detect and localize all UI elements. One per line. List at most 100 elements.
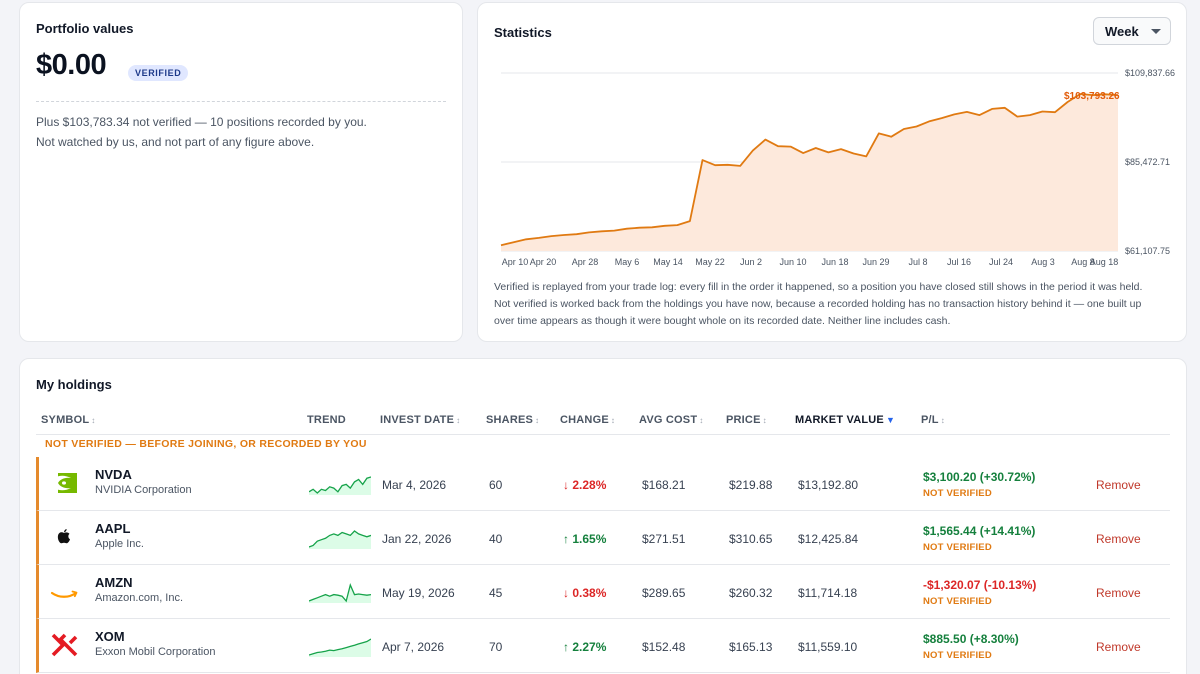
holding-market-value: $13,192.80: [798, 478, 859, 492]
holding-row: XOM Exxon Mobil Corporation Apr 7, 2026 …: [36, 619, 1170, 673]
not-verified-label: NOT VERIFIED: [923, 650, 992, 661]
column-header-avg-cost[interactable]: AVG COST ↕: [639, 414, 704, 426]
trend-sparkline: [309, 638, 371, 657]
y-tick-label: $109,837.66: [1125, 68, 1175, 78]
sort-icon: ↕: [456, 416, 461, 425]
column-header-market-value[interactable]: MARKET VALUE ▼: [795, 414, 896, 426]
series-area: [501, 94, 1118, 251]
holding-invest-date: Mar 4, 2026: [382, 478, 447, 492]
holding-company: Amazon.com, Inc.: [95, 592, 184, 604]
holding-market-value: $11,559.10: [798, 640, 858, 654]
column-header-trend: TREND: [307, 414, 346, 426]
column-header-shares[interactable]: SHARES ↕: [486, 414, 540, 426]
not-verified-label: NOT VERIFIED: [923, 542, 992, 553]
holding-symbol: XOM: [95, 629, 125, 644]
sort-icon: ↕: [535, 416, 540, 425]
x-tick-label: Jul 16: [947, 257, 971, 267]
sort-icon: ↕: [940, 416, 945, 425]
x-tick-label: Aug 3: [1031, 257, 1055, 267]
holding-pl: $3,100.20 (+30.72%): [923, 470, 1036, 484]
x-tick-label: Apr 10: [502, 257, 529, 267]
holding-row: NVDA NVIDIA Corporation Mar 4, 2026 60 ↓…: [36, 457, 1170, 511]
sort-icon: ↕: [699, 416, 704, 425]
verified-badge: VERIFIED: [128, 65, 189, 81]
trend-sparkline: [309, 583, 371, 603]
amazon-logo-icon: [50, 590, 78, 598]
column-header-invest-date[interactable]: INVEST DATE ↕: [380, 414, 461, 426]
divider: [36, 434, 1170, 435]
holding-shares: 60: [489, 478, 503, 492]
x-tick-label: Apr 20: [530, 257, 557, 267]
sort-icon: ↕: [91, 416, 96, 425]
remove-button[interactable]: Remove: [1096, 532, 1141, 546]
holding-invest-date: Apr 7, 2026: [382, 640, 445, 654]
remove-button[interactable]: Remove: [1096, 640, 1141, 654]
holding-shares: 45: [489, 586, 503, 600]
holding-change: ↑ 2.27%: [563, 640, 607, 654]
x-tick-label: Jun 18: [821, 257, 848, 267]
statistics-note: Verified is replayed from your trade log…: [494, 281, 1143, 293]
holding-avg-cost: $289.65: [642, 586, 686, 600]
holdings-title: My holdings: [36, 377, 112, 392]
x-tick-label: Aug 18: [1090, 257, 1119, 267]
holding-company: Apple Inc.: [95, 538, 144, 550]
remove-button[interactable]: Remove: [1096, 478, 1141, 492]
sparkline-area: [309, 639, 371, 657]
holding-company: Exxon Mobil Corporation: [95, 646, 216, 658]
period-select-value: Week: [1105, 24, 1139, 39]
portfolio-title: Portfolio values: [36, 21, 134, 36]
holding-symbol: AMZN: [95, 575, 133, 590]
holding-price: $165.13: [729, 640, 773, 654]
x-tick-label: Jun 2: [740, 257, 762, 267]
portfolio-amount: $0.00: [36, 49, 107, 81]
x-tick-label: Jul 8: [908, 257, 927, 267]
x-tick-label: Aug 8: [1071, 257, 1095, 267]
holding-symbol: AAPL: [95, 521, 131, 536]
sort-icon: ↕: [610, 416, 616, 425]
series-line: [500, 93, 1119, 247]
not-verified-label: NOT VERIFIED: [923, 596, 992, 607]
column-header-change[interactable]: CHANGE ↕: [560, 414, 616, 426]
exxon-logo-icon: [51, 633, 78, 657]
remove-button[interactable]: Remove: [1096, 586, 1141, 600]
x-tick-label: May 6: [615, 257, 640, 267]
caret-down-icon: [1151, 29, 1161, 34]
trend-sparkline: [309, 530, 371, 549]
column-header-symbol[interactable]: SYMBOL ↕: [41, 414, 96, 426]
portfolio-note: Not watched by us, and not part of any f…: [36, 135, 315, 149]
x-tick-label: May 22: [695, 257, 725, 267]
period-select[interactable]: Week: [1093, 17, 1171, 45]
holding-shares: 70: [489, 640, 503, 654]
column-header-price[interactable]: PRICE ↕: [726, 414, 767, 426]
holding-symbol: NVDA: [95, 467, 132, 482]
sparkline-line: [309, 530, 371, 548]
last-value-label: $103,793.26: [1064, 91, 1120, 102]
holding-price: $310.65: [729, 532, 773, 546]
holding-avg-cost: $152.48: [642, 640, 686, 654]
holding-avg-cost: $168.21: [642, 478, 686, 492]
y-tick-label: $61,107.75: [1125, 246, 1170, 256]
x-tick-label: Jun 10: [779, 257, 806, 267]
sparkline-line: [309, 476, 371, 494]
sparkline-line: [309, 583, 371, 603]
statistics-note: over time appears as though it were boug…: [494, 315, 951, 327]
portfolio-card: Portfolio values $0.00 VERIFIED Plus $10…: [19, 2, 463, 342]
apple-logo-icon: [57, 529, 70, 544]
holding-change: ↓ 2.28%: [563, 478, 607, 492]
holding-price: $219.88: [729, 478, 773, 492]
holding-row: AAPL Apple Inc. Jan 22, 2026 40 ↑ 1.65% …: [36, 511, 1170, 565]
statistics-note: Not verified is worked back from the hol…: [494, 298, 1142, 310]
x-tick-label: May 14: [653, 257, 683, 267]
sparkline-area: [309, 531, 371, 549]
holding-change: ↑ 1.65%: [563, 532, 607, 546]
not-verified-label: NOT VERIFIED: [923, 488, 992, 499]
column-header-pl[interactable]: P/L ↕: [921, 414, 945, 426]
holding-invest-date: May 19, 2026: [382, 586, 455, 600]
holding-market-value: $11,714.18: [798, 586, 858, 600]
sparkline-line: [309, 638, 371, 656]
x-tick-label: Jul 24: [989, 257, 1013, 267]
portfolio-note: Plus $103,783.34 not verified — 10 posit…: [36, 115, 367, 129]
holding-pl: $885.50 (+8.30%): [923, 632, 1019, 646]
statistics-card: $109,837.66 $85,472.71 $61,107.75 Apr 10 Apr…: [477, 2, 1187, 342]
